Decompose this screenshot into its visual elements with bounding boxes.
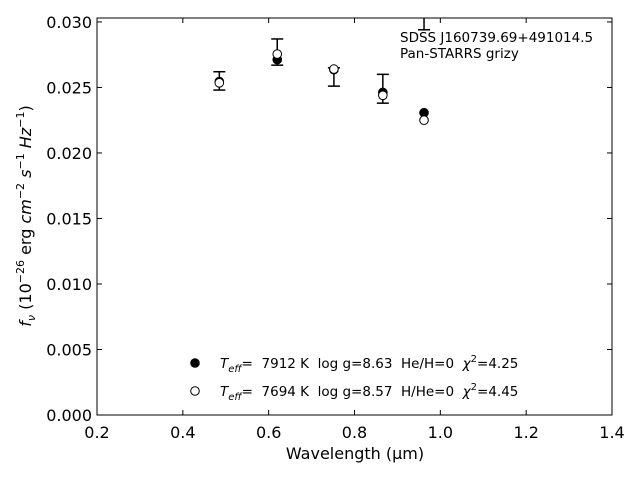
legend-marker-open — [190, 386, 200, 396]
legend-entry-1: Teff= 7912 K log g=8.63 He/H=0 χ2=4.25 — [220, 354, 518, 375]
y-tick-label: 0.020 — [46, 144, 92, 163]
survey-name: Pan-STARRS grizy — [400, 46, 519, 62]
legend: Teff= 7912 K log g=8.63 He/H=0 χ2=4.25 T… — [190, 354, 518, 403]
y-axis-label: fν (10−26 erg cm−2 s−1 Hz−1) — [14, 105, 38, 326]
y-tick-label: 0.015 — [46, 209, 92, 228]
model-point-open — [214, 78, 225, 88]
x-tick-label: 0.6 — [256, 423, 281, 442]
x-tick-label: 0.4 — [170, 423, 195, 442]
model-point-open — [378, 90, 388, 101]
x-tick-label: 0.8 — [342, 423, 367, 442]
x-tick-label: 0.2 — [84, 423, 109, 442]
y-tick-label: 0.010 — [46, 275, 92, 294]
data-points — [214, 49, 429, 125]
error-bars — [213, 18, 431, 104]
x-axis: 0.2 0.4 0.6 0.8 1.0 1.2 1.4 — [84, 18, 625, 442]
model-point-open — [272, 49, 283, 59]
x-tick-label: 1.2 — [513, 423, 538, 442]
model-point-open — [329, 64, 339, 74]
y-tick-label: 0.030 — [46, 13, 92, 32]
legend-entry-2: Teff= 7694 K log g=8.57 H/He=0 χ2=4.45 — [220, 382, 518, 403]
model-point-open — [419, 115, 429, 125]
y-tick-label: 0.000 — [46, 406, 92, 425]
y-axis: 0.000 0.005 0.010 0.015 0.020 0.025 0.030 — [46, 13, 612, 425]
x-tick-label: 1.4 — [599, 423, 624, 442]
y-tick-label: 0.025 — [46, 78, 92, 97]
x-axis-label: Wavelength (μm) — [286, 444, 424, 463]
legend-marker-filled — [190, 358, 200, 368]
object-name: SDSS J160739.69+491014.5 — [400, 30, 593, 46]
x-tick-label: 1.0 — [428, 423, 453, 442]
y-tick-label: 0.005 — [46, 340, 92, 359]
